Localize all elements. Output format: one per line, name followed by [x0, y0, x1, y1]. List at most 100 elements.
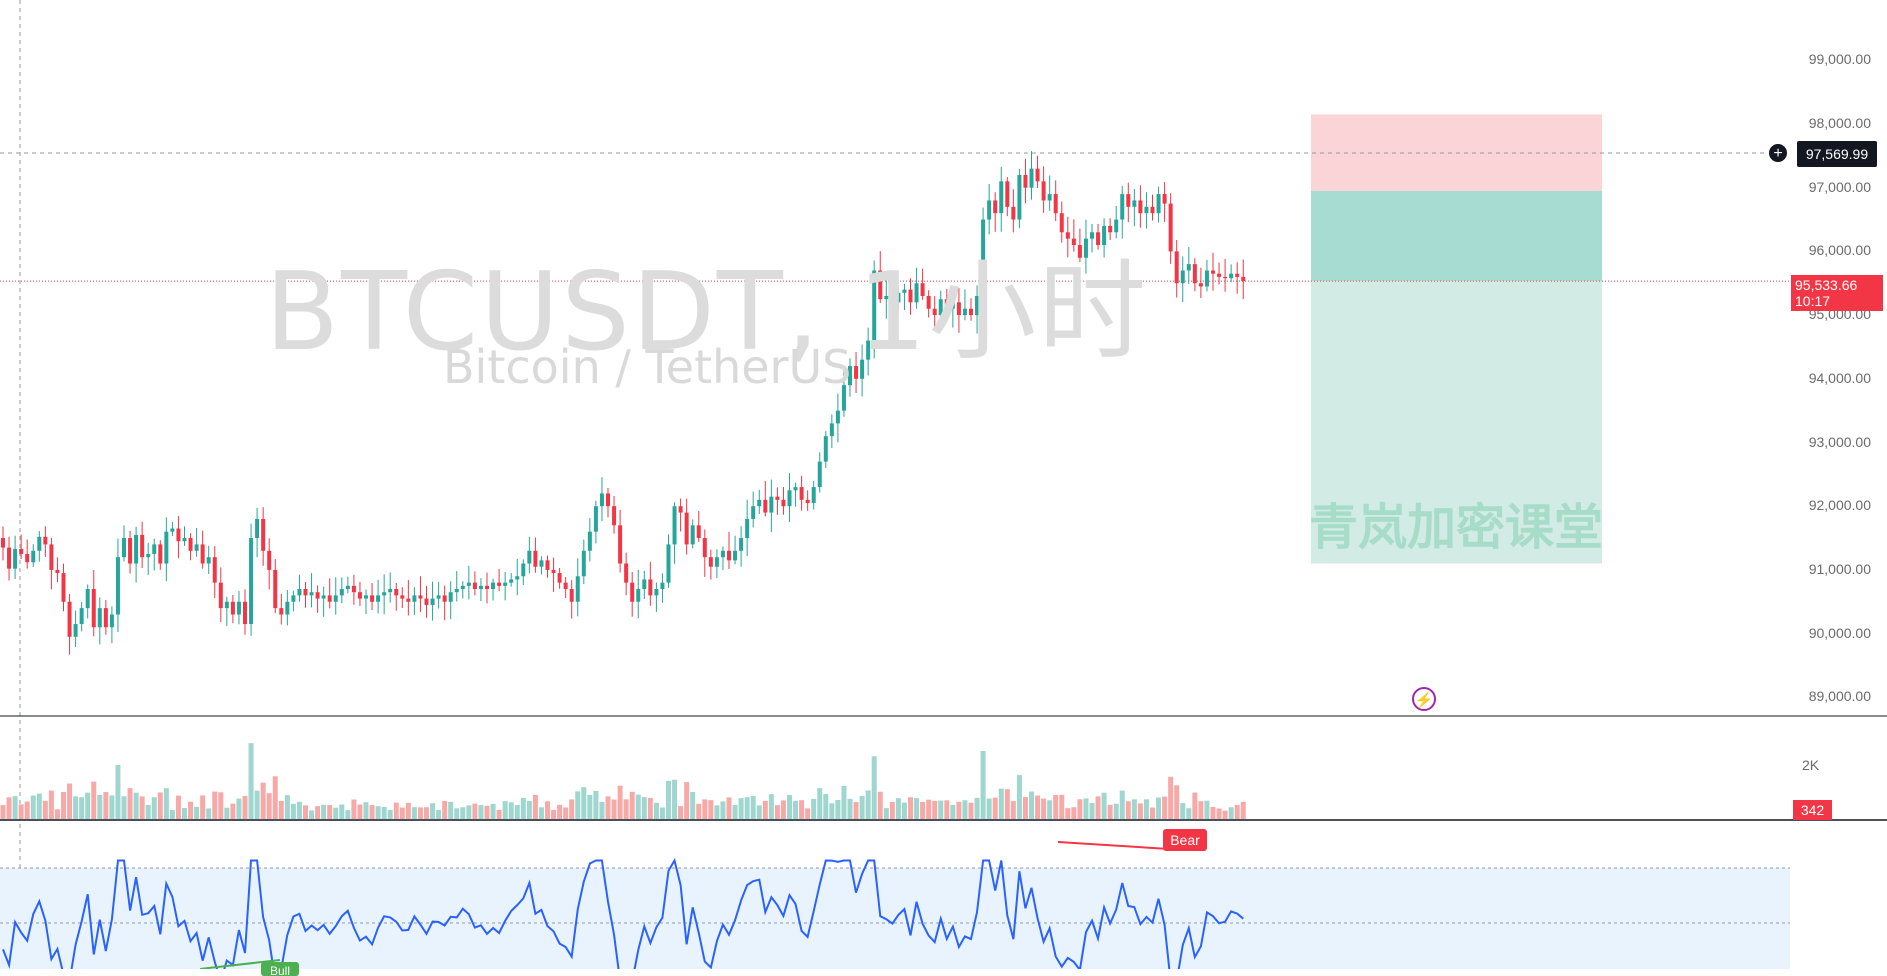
volume-bar	[575, 791, 581, 819]
volume-bar	[163, 788, 169, 819]
volume-bar	[1053, 795, 1059, 819]
candle-body	[1204, 270, 1209, 287]
volume-bar	[218, 792, 224, 819]
volume-bar	[248, 743, 254, 819]
plus-circle-icon[interactable]: +	[1768, 143, 1788, 163]
volume-bar	[1228, 807, 1234, 819]
candle-body	[624, 563, 629, 583]
last-price-value: 95,533.66	[1795, 277, 1858, 293]
volume-bar	[1071, 807, 1077, 819]
candle-body	[376, 595, 381, 602]
volume-bar	[212, 791, 218, 819]
volume-bar	[0, 805, 6, 819]
candle-body	[255, 518, 260, 539]
volume-bar	[702, 799, 708, 819]
candle-body	[424, 598, 429, 605]
candle-body	[454, 589, 459, 593]
volume-bar	[424, 807, 429, 819]
candle-body	[1090, 232, 1094, 239]
volume-bar	[1234, 805, 1240, 819]
rsi-bear-divergence-label: Bear	[1163, 829, 1207, 851]
candle-body	[370, 595, 375, 602]
candle-body	[920, 283, 925, 296]
candle-body	[799, 487, 804, 500]
volume-bar	[641, 797, 647, 819]
candle-body	[817, 461, 822, 488]
volume-bar	[284, 795, 290, 819]
candle-body	[890, 295, 895, 303]
candle-body	[7, 547, 12, 569]
candle-body	[13, 548, 18, 569]
candle-body	[999, 181, 1004, 214]
flash-icon[interactable]: ⚡	[1412, 687, 1436, 711]
volume-bar	[514, 805, 520, 819]
candle-body	[115, 557, 120, 615]
candle-body	[412, 595, 417, 602]
volume-bar	[647, 797, 653, 819]
volume-bar	[496, 809, 502, 819]
volume-bar	[1113, 803, 1119, 819]
candle-body	[103, 608, 108, 628]
volume-bar	[1168, 776, 1174, 819]
volume-bar	[914, 798, 920, 819]
volume-bar	[617, 785, 623, 819]
candle-body	[1047, 194, 1052, 201]
volume-bar	[986, 798, 992, 819]
volume-bar	[375, 806, 381, 819]
candle-body	[841, 385, 846, 411]
volume-bar	[1107, 804, 1113, 819]
volume-bar	[411, 807, 417, 819]
volume-bar	[97, 794, 103, 819]
volume-bar	[472, 803, 478, 819]
volume-bar	[938, 800, 944, 819]
volume-bar	[484, 805, 490, 819]
candle-body	[394, 589, 399, 596]
candle-body	[684, 512, 689, 545]
volume-bar	[236, 798, 242, 819]
volume-bar	[920, 801, 926, 819]
volume-bar	[732, 804, 738, 819]
volume-bar	[145, 804, 151, 819]
candle-body	[1035, 168, 1040, 182]
volume-bar	[175, 795, 181, 819]
volume-bar	[653, 802, 659, 819]
candle-body	[599, 493, 604, 507]
candle-body	[194, 544, 199, 551]
volume-bar	[762, 800, 768, 819]
volume-bar	[1010, 801, 1016, 819]
candle-body	[364, 595, 368, 599]
candle-body	[285, 601, 290, 615]
candle-body	[630, 582, 635, 602]
volume-bar	[460, 807, 466, 819]
candle-body	[1150, 206, 1155, 214]
candle-body	[321, 595, 326, 599]
candle-body	[442, 595, 447, 602]
volume-bar	[127, 788, 133, 819]
volume-bar	[635, 794, 641, 819]
candle-body	[1144, 206, 1149, 214]
candle-body	[485, 585, 489, 590]
candle-body	[273, 569, 278, 609]
candle-body	[243, 601, 247, 625]
candle-body	[497, 582, 502, 586]
candle-body	[1077, 245, 1082, 258]
volume-bar	[490, 803, 496, 819]
candle-body	[261, 518, 266, 551]
price-tick-label: 89,000.00	[1808, 688, 1871, 705]
volume-bar	[1186, 808, 1192, 819]
volume-bar	[750, 796, 756, 819]
candle-body	[309, 592, 314, 596]
volume-bar	[290, 803, 296, 819]
candle-body	[31, 550, 36, 563]
candle-body	[388, 589, 393, 593]
volume-bar	[430, 803, 436, 819]
candle-body	[775, 496, 780, 500]
volume-bar	[417, 807, 423, 819]
volume-bar	[442, 800, 448, 819]
candle-body	[188, 538, 193, 551]
volume-bar	[1240, 801, 1246, 819]
volume-bar	[272, 776, 278, 819]
volume-bar	[593, 790, 599, 819]
candle-body	[436, 595, 441, 599]
